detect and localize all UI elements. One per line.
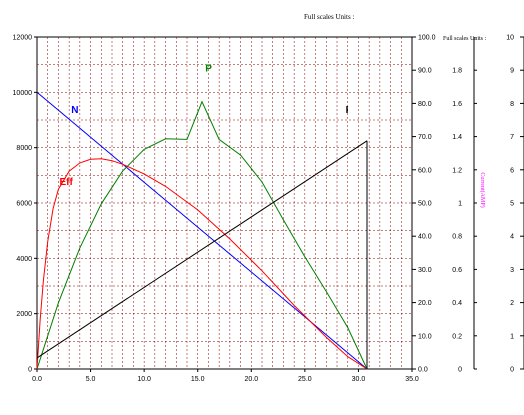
y-right2-tick-label: 0.8 <box>452 234 462 241</box>
series-line-i <box>36 140 368 359</box>
y-left-tick-label: 10000 <box>13 90 33 97</box>
y-right3-tick-label: 8 <box>510 101 514 108</box>
y-left-tick-label: 0 <box>28 367 32 374</box>
y-right3-tick-label: 4 <box>510 234 514 241</box>
y-right2-tick-label: 1.6 <box>452 101 462 108</box>
series-label-p: P <box>205 64 212 75</box>
y-right1-tick-label: 100.0 <box>418 35 436 42</box>
y-right1-tick-label: 80.0 <box>418 101 432 108</box>
series-line-n <box>36 91 368 370</box>
y-right1-tick-label: 30.0 <box>418 267 432 274</box>
y-right1-tick-label: 20.0 <box>418 300 432 307</box>
right-axis-current: Full scales Units : Current(AMP) 0 0.2 0.4… <box>443 36 486 374</box>
y-right3-tick-label: 9 <box>510 68 514 75</box>
y-right2-tick-label: 1 <box>458 201 462 208</box>
x-tick-label: 25.0 <box>298 376 312 383</box>
annotation-layer: N P Eff I <box>60 64 349 188</box>
y-right1-tick-label: 40.0 <box>418 234 432 241</box>
y-left-tick-label: 12000 <box>13 35 33 42</box>
y-right3-tick-label: 3 <box>510 267 514 274</box>
x-axis: 0.0 5.0 10.0 15.0 20.0 25.0 30.0 35.0 <box>32 369 419 383</box>
x-tick-label: 10.0 <box>137 376 151 383</box>
y-right3-tick-label: 7 <box>510 134 514 141</box>
series-label-i: I <box>346 105 349 116</box>
series-layer <box>36 91 368 370</box>
plot-area: N P Eff I <box>36 36 413 370</box>
y-right1-tick-label: 0.0 <box>418 367 428 374</box>
x-tick-label: 30.0 <box>352 376 366 383</box>
y-right2-tick-label: 1.8 <box>452 68 462 75</box>
y-right1-tick-label: 10.0 <box>418 333 432 340</box>
gridlines <box>37 37 412 369</box>
y-left-tick-label: 8000 <box>16 145 32 152</box>
y-right1-tick-label: 70.0 <box>418 134 432 141</box>
top-note: Full scales Units : <box>304 13 354 21</box>
y-left-tick-label: 6000 <box>16 201 32 208</box>
left-axis: 0 2000 4000 6000 8000 10000 12000 <box>13 35 37 374</box>
y-right2-tick-label: 0.6 <box>452 267 462 274</box>
y-right2-tick-label: 0 <box>458 367 462 374</box>
y-left-tick-label: 4000 <box>16 256 32 263</box>
series-line-eff <box>36 158 368 370</box>
y-right2-tick-label: 0.4 <box>452 300 462 307</box>
y-right3-tick-label: 2 <box>510 300 514 307</box>
y-right3-tick-label: 10 <box>506 35 514 42</box>
y-right3-tick-label: 0 <box>510 367 514 374</box>
x-tick-label: 20.0 <box>244 376 258 383</box>
current-axis-header: Full scales Units : <box>443 36 486 42</box>
y-left-tick-label: 2000 <box>16 311 32 318</box>
x-tick-label: 15.0 <box>191 376 205 383</box>
y-right3-tick-label: 5 <box>510 201 514 208</box>
y-right2-tick-label: 1.2 <box>452 167 462 174</box>
current-axis-label: Current(AMP) <box>479 172 486 207</box>
x-tick-label: 35.0 <box>405 376 419 383</box>
series-label-n: N <box>71 105 78 116</box>
y-right2-tick-label: 1.4 <box>452 134 462 141</box>
y-right1-tick-label: 50.0 <box>418 201 432 208</box>
y-right1-tick-label: 60.0 <box>418 167 432 174</box>
y-right3-tick-label: 1 <box>510 333 514 340</box>
x-tick-label: 5.0 <box>86 376 96 383</box>
series-label-eff: Eff <box>60 177 74 188</box>
series-line-p <box>36 100 368 370</box>
y-right2-tick-label: 0.2 <box>452 333 462 340</box>
y-right1-tick-label: 90.0 <box>418 68 432 75</box>
y-right3-tick-label: 6 <box>510 167 514 174</box>
right-axis-efficiency: 0.0 10.0 20.0 30.0 40.0 50.0 60.0 70.0 80.0 90.0 1… <box>412 35 436 374</box>
right-axis-extra: 0 1 2 3 4 5 6 7 8 9 10 <box>506 35 524 374</box>
x-tick-label: 0.0 <box>32 376 42 383</box>
